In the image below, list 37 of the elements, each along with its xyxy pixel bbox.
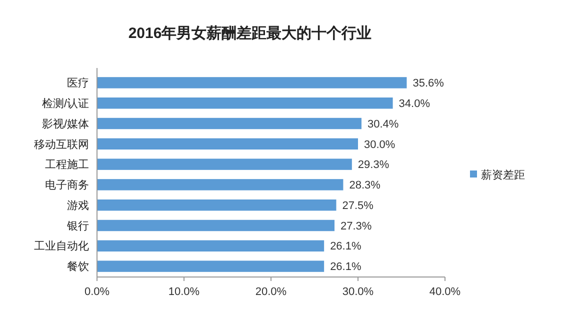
- x-tick-label: 40.0%: [429, 286, 461, 298]
- data-label: 35.6%: [412, 78, 444, 90]
- data-label: 28.3%: [349, 180, 381, 192]
- y-tick-label: 游戏: [67, 198, 89, 212]
- data-label: 34.0%: [398, 98, 430, 110]
- x-tick-label: 10.0%: [168, 286, 200, 298]
- x-tick-label: 0.0%: [84, 286, 110, 298]
- bar: [97, 260, 324, 272]
- y-tick-label: 检测/认证: [42, 98, 89, 110]
- y-tick-label: 医疗: [67, 76, 89, 90]
- bar: [97, 199, 336, 211]
- bar: [97, 179, 344, 190]
- y-tick-label: 银行: [66, 220, 89, 232]
- y-tick-label: 工业自动化: [34, 240, 89, 253]
- bar: [97, 118, 362, 130]
- bar: [97, 98, 393, 109]
- data-label: 27.3%: [340, 220, 372, 232]
- data-label: 27.5%: [342, 200, 374, 212]
- data-label: 30.0%: [364, 138, 396, 151]
- legend-label: 薪资差距: [481, 168, 525, 182]
- data-label: 30.4%: [367, 118, 399, 130]
- bar: [97, 158, 352, 170]
- bar: [97, 77, 407, 88]
- data-label: 29.3%: [358, 159, 390, 172]
- y-tick-label: 影视/媒体: [42, 117, 89, 130]
- x-tick-label: 20.0%: [255, 286, 287, 298]
- y-tick-label: 电子商务: [45, 178, 89, 192]
- bar: [97, 220, 335, 232]
- bar: [97, 138, 358, 150]
- data-label: 26.1%: [330, 261, 362, 274]
- bar: [97, 240, 324, 252]
- x-tick-label: 30.0%: [342, 286, 374, 298]
- y-tick-label: 移动互联网: [34, 138, 89, 151]
- y-tick-label: 工程施工: [45, 158, 89, 172]
- data-label: 26.1%: [330, 240, 362, 253]
- chart-title: 2016年男女薪酬差距最大的十个行业: [128, 25, 372, 42]
- y-tick-label: 餐饮: [67, 261, 89, 274]
